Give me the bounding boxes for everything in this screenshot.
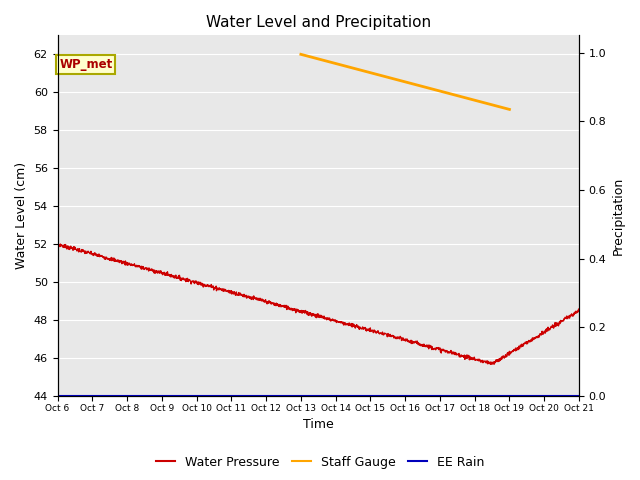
Text: WP_met: WP_met [60, 58, 113, 71]
Legend: Water Pressure, Staff Gauge, EE Rain: Water Pressure, Staff Gauge, EE Rain [151, 451, 489, 474]
X-axis label: Time: Time [303, 419, 333, 432]
Y-axis label: Water Level (cm): Water Level (cm) [15, 162, 28, 269]
Title: Water Level and Precipitation: Water Level and Precipitation [205, 15, 431, 30]
Y-axis label: Precipitation: Precipitation [612, 177, 625, 255]
